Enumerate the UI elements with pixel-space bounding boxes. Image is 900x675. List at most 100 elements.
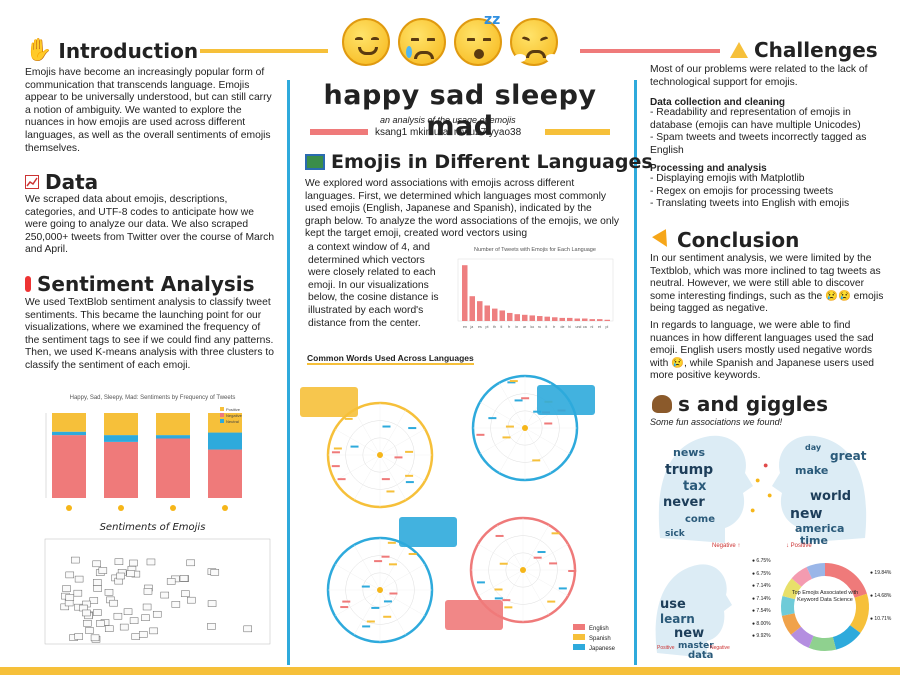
bar-emoji-0 [66, 505, 72, 511]
scatter-point [83, 619, 92, 627]
svg-text:●: ● [755, 475, 760, 485]
language-tick-in: in [516, 325, 519, 329]
language-tick-it: it [546, 325, 548, 329]
language-bar-ca [582, 318, 588, 321]
language-tick-en: en [463, 325, 467, 329]
donut-percent-label: ● 6.75% [752, 558, 771, 564]
legend-swatch-1 [220, 413, 224, 417]
sleepy-face-icon: zz [454, 12, 502, 66]
scatter-point [96, 620, 105, 627]
data-heading: Data [25, 170, 98, 194]
radial-word [499, 562, 508, 565]
radial-word [558, 587, 567, 590]
language-bar-ja [469, 296, 475, 321]
sad-face-icon [398, 18, 446, 66]
poster-authors: ksang1 mkimurat mwu27 yyao38 [375, 127, 522, 138]
radial-word [488, 417, 497, 420]
radial-word [509, 380, 518, 383]
radial-word [394, 456, 403, 459]
languages-heading: Emojis in Different Languages [305, 151, 653, 173]
radial-note-1 [537, 385, 595, 415]
scatter-point [131, 633, 141, 640]
bar-neutral-0 [52, 413, 86, 432]
language-bar-pl [604, 319, 610, 321]
svg-text:use: use [660, 597, 686, 612]
scatter-point [210, 569, 220, 576]
map-icon [305, 154, 325, 170]
scatter-point [89, 597, 99, 604]
radial-word [383, 600, 392, 603]
scatter-point [92, 560, 101, 568]
svg-text:come: come [685, 514, 715, 525]
svg-text:news: news [673, 446, 705, 459]
challenges-intro: Most of our problems were related to the… [650, 64, 868, 88]
legend-english: English [589, 626, 609, 632]
conclusion-heading: Conclusion [652, 228, 799, 252]
language-tick-ca: ca [583, 325, 587, 329]
radial-word [504, 606, 513, 609]
svg-text:learn: learn [660, 612, 695, 626]
scatter-point [160, 591, 170, 599]
legend-spanish: Spanish [589, 636, 611, 642]
bar-positive-3 [208, 449, 242, 498]
radial-word [495, 534, 504, 537]
donut-percent-label: ● 7.54% [752, 608, 771, 614]
bar-negative-3 [208, 432, 242, 450]
happy-face-icon [342, 18, 390, 66]
scatter-point [74, 633, 84, 640]
language-chart-title: Number of Tweets with Emojis for Each La… [474, 247, 596, 253]
positive-label: ↓ Positive [786, 543, 812, 549]
svg-text:time: time [800, 534, 828, 547]
radial-word [476, 581, 485, 584]
language-bar-th [492, 308, 498, 321]
bar-negative-0 [52, 431, 86, 436]
radial-word [405, 481, 414, 484]
scatter-point [207, 600, 217, 607]
divider-right [634, 80, 637, 665]
radial-word [568, 569, 577, 572]
bar-negative-2 [156, 435, 190, 439]
scatter-point [98, 567, 108, 574]
scatter-point [93, 585, 102, 592]
scatter-point [104, 589, 114, 596]
donut-percent-label: ● 6.75% [752, 570, 771, 577]
scatter-point [119, 623, 129, 631]
scatter-point [243, 625, 253, 633]
poop-icon [652, 395, 672, 413]
radial-word [505, 425, 514, 428]
challenges-title: Challenges [754, 38, 878, 62]
svg-text:america: america [795, 522, 844, 535]
scatter-point [129, 617, 139, 624]
radial-word [340, 606, 349, 609]
scatter-point [141, 614, 150, 621]
svg-text:sick: sick [665, 529, 686, 539]
language-legend: English Spanish Japanese [573, 624, 615, 654]
legend-label-0: Positive [226, 407, 241, 412]
donut-percent-label: ● 14.68% [870, 593, 892, 599]
donut-slice-4 [790, 626, 814, 648]
word-association-radials [300, 374, 595, 644]
radial-word [502, 436, 511, 439]
scatter-point [152, 610, 162, 618]
language-tick-de: de [561, 325, 565, 329]
bar-emoji-2 [170, 505, 176, 511]
negative-label: Negative ↑ [712, 543, 741, 549]
scatter-point [129, 559, 138, 567]
donut-slice-7 [782, 578, 802, 600]
language-bar-fr [507, 312, 513, 321]
svg-text:●: ● [750, 505, 755, 515]
scatter-point [113, 612, 123, 620]
bar-positive-2 [156, 438, 190, 498]
sentiment-title: Sentiment Analysis [37, 272, 255, 296]
radial-word [547, 600, 556, 603]
radial-word [507, 381, 516, 384]
language-bar-chart: Number of Tweets with Emojis for Each La… [450, 245, 620, 340]
scatter-point [62, 585, 71, 592]
radial-word [331, 465, 340, 468]
warning-icon [730, 42, 748, 58]
bar-emoji-1 [118, 505, 124, 511]
scatter-point [187, 596, 196, 604]
pos-label-text: Positive [790, 543, 812, 549]
svg-text:tax: tax [683, 479, 707, 494]
negative-small-label: Negative [710, 645, 730, 651]
